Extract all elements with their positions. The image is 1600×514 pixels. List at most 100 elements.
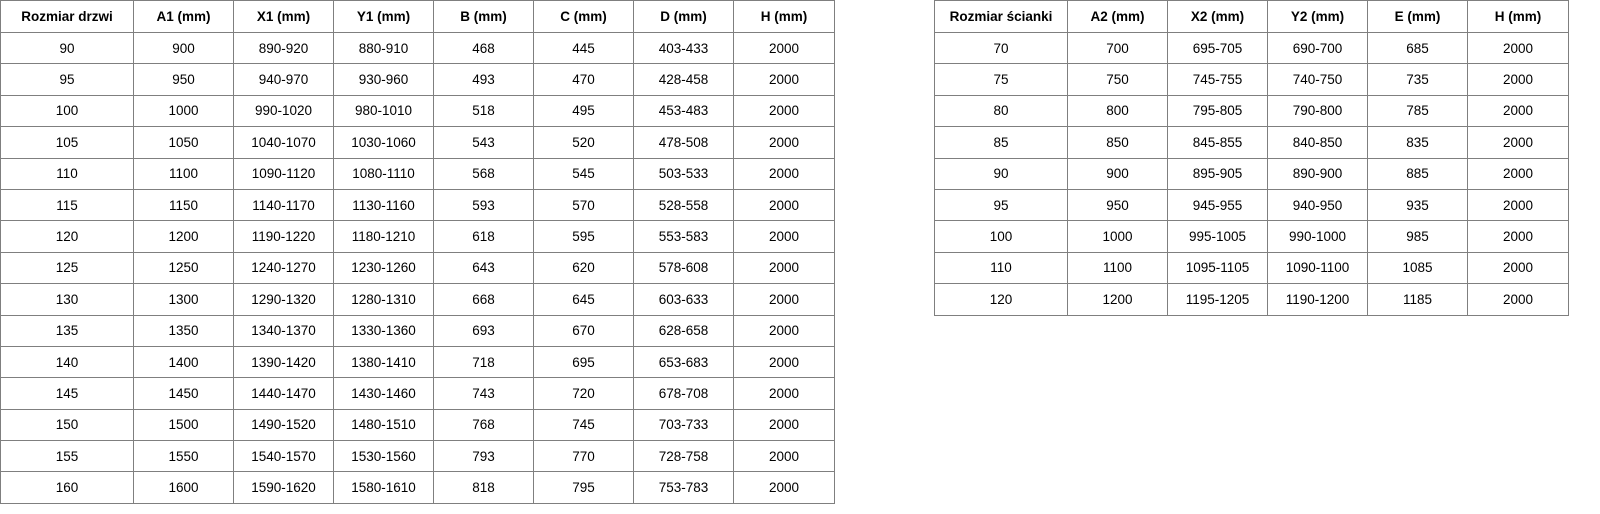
table-row: 90 900 895-905 890-900 885 2000 (934, 157, 1569, 190)
table-cell: 2000 (733, 377, 835, 410)
column-header: C (mm) (533, 0, 634, 33)
table-cell: 1100 (1067, 251, 1168, 285)
table-cell: 2000 (1467, 94, 1569, 128)
table-header-row: Rozmiar ścianki A2 (mm) X2 (mm) Y2 (mm) E (m… (934, 0, 1569, 33)
table-cell: 768 (433, 408, 534, 442)
table-cell: 95 (0, 63, 134, 96)
table-cell: 890-920 (233, 31, 334, 65)
table-cell: 603-633 (633, 283, 734, 316)
table-cell: 528-558 (633, 188, 734, 222)
table-row: 140 1400 1390-1420 1380-1410 718 695 653-683 20… (0, 345, 835, 379)
table-cell: 945-955 (1167, 188, 1268, 222)
table-cell: 95 (934, 188, 1068, 222)
table-cell: 935 (1367, 188, 1468, 222)
table-cell: 1130-1160 (333, 188, 434, 222)
column-header: E (mm) (1367, 0, 1468, 33)
table-cell: 1390-1420 (233, 345, 334, 379)
table-row: 100 1000 995-1005 990-1000 985 2000 (934, 220, 1569, 253)
table-row: 120 1200 1190-1220 1180-1210 618 595 553-583 20… (0, 220, 835, 253)
table-cell: 950 (133, 63, 234, 96)
table-cell: 2000 (733, 63, 835, 96)
table-cell: 940-950 (1267, 188, 1368, 222)
table-cell: 2000 (733, 251, 835, 285)
table-cell: 545 (533, 157, 634, 190)
table-cell: 2000 (1467, 126, 1569, 159)
table-cell: 1000 (1067, 220, 1168, 253)
table-cell: 445 (533, 31, 634, 65)
table-cell: 1230-1260 (333, 251, 434, 285)
table-cell: 835 (1367, 126, 1468, 159)
table-cell: 155 (0, 440, 134, 473)
table-cell: 930-960 (333, 63, 434, 96)
table-cell: 568 (433, 157, 534, 190)
table-cell: 2000 (1467, 220, 1569, 253)
table-cell: 718 (433, 345, 534, 379)
table-cell: 645 (533, 283, 634, 316)
table-cell: 643 (433, 251, 534, 285)
table-cell: 1140-1170 (233, 188, 334, 222)
table-row: 110 1100 1095-1105 1090-1100 1085 2000 (934, 251, 1569, 285)
table-cell: 1000 (133, 94, 234, 128)
table-cell: 2000 (1467, 157, 1569, 190)
table-cell: 520 (533, 126, 634, 159)
table-row: 120 1200 1195-1205 1190-1200 1185 2000 (934, 283, 1569, 316)
table-cell: 503-533 (633, 157, 734, 190)
table-cell: 100 (934, 220, 1068, 253)
wall-size-table: Rozmiar ścianki A2 (mm) X2 (mm) Y2 (mm) E (m… (934, 0, 1569, 316)
table-cell: 1090-1120 (233, 157, 334, 190)
table-cell: 693 (433, 314, 534, 347)
table-cell: 1085 (1367, 251, 1468, 285)
table-row: 70 700 695-705 690-700 685 2000 (934, 31, 1569, 65)
table-cell: 570 (533, 188, 634, 222)
table-cell: 818 (433, 471, 534, 504)
table-cell: 85 (934, 126, 1068, 159)
table-cell: 130 (0, 283, 134, 316)
table-cell: 845-855 (1167, 126, 1268, 159)
column-header: B (mm) (433, 0, 534, 33)
table-cell: 1490-1520 (233, 408, 334, 442)
table-row: 90 900 890-920 880-910 468 445 403-433 2000 (0, 31, 835, 65)
table-cell: 2000 (1467, 188, 1569, 222)
table-row: 85 850 845-855 840-850 835 2000 (934, 126, 1569, 159)
table-cell: 753-783 (633, 471, 734, 504)
table-cell: 670 (533, 314, 634, 347)
table-row: 95 950 945-955 940-950 935 2000 (934, 188, 1569, 222)
table-cell: 2000 (733, 283, 835, 316)
table-cell: 2000 (1467, 31, 1569, 65)
table-row: 100 1000 990-1020 980-1010 518 495 453-483 2000 (0, 94, 835, 128)
table-cell: 1590-1620 (233, 471, 334, 504)
table-cell: 1190-1220 (233, 220, 334, 253)
table-cell: 895-905 (1167, 157, 1268, 190)
table-cell: 1095-1105 (1167, 251, 1268, 285)
table-cell: 75 (934, 63, 1068, 96)
column-header: A2 (mm) (1067, 0, 1168, 33)
table-cell: 553-583 (633, 220, 734, 253)
table-cell: 493 (433, 63, 534, 96)
table-cell: 518 (433, 94, 534, 128)
table-cell: 885 (1367, 157, 1468, 190)
table-cell: 135 (0, 314, 134, 347)
table-cell: 160 (0, 471, 134, 504)
table-cell: 900 (1067, 157, 1168, 190)
table-header-row: Rozmiar drzwi A1 (mm) X1 (mm) Y1 (mm) B (mm)… (0, 0, 835, 33)
table-cell: 1250 (133, 251, 234, 285)
table-row: 115 1150 1140-1170 1130-1160 593 570 528-558 20… (0, 188, 835, 222)
table-row: 150 1500 1490-1520 1480-1510 768 745 703-733 20… (0, 408, 835, 442)
table-cell: 1530-1560 (333, 440, 434, 473)
table-cell: 1300 (133, 283, 234, 316)
table-cell: 578-608 (633, 251, 734, 285)
column-header: X1 (mm) (233, 0, 334, 33)
table-cell: 668 (433, 283, 534, 316)
table-cell: 618 (433, 220, 534, 253)
table-cell: 690-700 (1267, 31, 1368, 65)
table-cell: 453-483 (633, 94, 734, 128)
table-cell: 1400 (133, 345, 234, 379)
table-cell: 1540-1570 (233, 440, 334, 473)
column-header: D (mm) (633, 0, 734, 33)
table-cell: 940-970 (233, 63, 334, 96)
column-header: Rozmiar ścianki (934, 0, 1068, 33)
table-row: 110 1100 1090-1120 1080-1110 568 545 503-533 20… (0, 157, 835, 190)
table-cell: 2000 (733, 314, 835, 347)
table-cell: 703-733 (633, 408, 734, 442)
table-cell: 105 (0, 126, 134, 159)
